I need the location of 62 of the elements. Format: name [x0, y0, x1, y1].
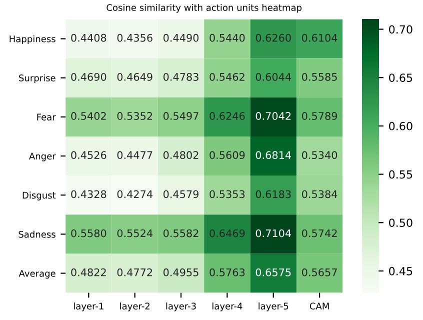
x-tick-label: layer-5: [258, 302, 288, 312]
x-tick-label: layer-4: [212, 302, 242, 312]
color-bar-label: 0.65: [389, 74, 412, 82]
data-label: 0.6104: [302, 34, 338, 42]
color-bar-label: 0.70: [389, 25, 412, 34]
data-label: 0.4822: [71, 268, 106, 276]
y-tick-label: Disgust: [22, 192, 56, 200]
data-label: 0.5497: [163, 112, 198, 120]
data-label: 0.6246: [210, 112, 245, 120]
data-label: 0.5609: [210, 151, 245, 160]
data-label: 0.6183: [256, 190, 291, 198]
data-label: 0.4649: [117, 72, 152, 81]
data-label: 0.5352: [117, 112, 152, 120]
y-tick-label: Anger: [29, 152, 56, 162]
data-label: 0.4690: [71, 72, 106, 81]
data-label: 0.4772: [117, 268, 152, 276]
data-label: 0.7042: [256, 112, 291, 120]
data-label: 0.4526: [71, 151, 106, 160]
data-label: 0.4274: [117, 190, 152, 198]
data-label: 0.4477: [117, 151, 152, 160]
data-label: 0.6469: [210, 229, 245, 238]
data-label: 0.4490: [163, 34, 199, 42]
y-tick-label: Surprise: [19, 74, 56, 84]
color-bar-label: 0.45: [389, 266, 412, 276]
color-bar-label: 0.50: [389, 218, 412, 227]
data-label: 0.6044: [256, 72, 292, 81]
data-label: 0.4783: [163, 72, 198, 81]
data-label: 0.6260: [256, 34, 291, 42]
data-label: 0.4955: [163, 268, 198, 276]
data-label: 0.6575: [256, 268, 291, 276]
data-label: 0.4579: [163, 190, 198, 198]
y-tick-label: Happiness: [10, 35, 56, 44]
data-label: 0.6814: [256, 151, 292, 160]
data-label: 0.5524: [117, 229, 152, 238]
x-tick-label: layer-3: [166, 302, 196, 312]
data-label: 0.4408: [71, 34, 106, 42]
color-bar-label: 0.55: [389, 170, 412, 179]
y-tick-label: Average: [18, 270, 56, 279]
data-label: 0.5340: [302, 151, 338, 160]
data-label: 0.5657: [302, 268, 337, 276]
data-label: 0.5580: [71, 229, 106, 238]
data-label: 0.5462: [210, 72, 244, 81]
y-tick-label: Sadness: [18, 230, 56, 238]
data-label: 0.5742: [302, 229, 337, 238]
data-label: 0.5789: [302, 112, 338, 120]
data-label: 0.5384: [302, 190, 338, 198]
color-bar-label: 0.60: [389, 122, 412, 130]
data-label: 0.4356: [117, 34, 152, 42]
x-tick-label: layer-1: [74, 302, 104, 312]
x-tick-label: layer-2: [120, 302, 150, 312]
data-label: 0.4802: [163, 151, 198, 160]
data-label: 0.5402: [71, 112, 106, 120]
chart-title: Cosine similarity with action units heatmap: [106, 4, 302, 13]
data-label: 0.5353: [210, 190, 245, 198]
x-tick-label: CAM: [310, 302, 329, 310]
data-label: 0.7104: [256, 229, 292, 238]
data-label: 0.5440: [210, 34, 245, 42]
data-label: 0.4328: [71, 190, 106, 198]
data-label: 0.5763: [210, 268, 245, 276]
y-tick-label: Fear: [37, 114, 56, 120]
data-label: 0.5582: [163, 229, 198, 238]
data-label: 0.5585: [302, 72, 337, 81]
